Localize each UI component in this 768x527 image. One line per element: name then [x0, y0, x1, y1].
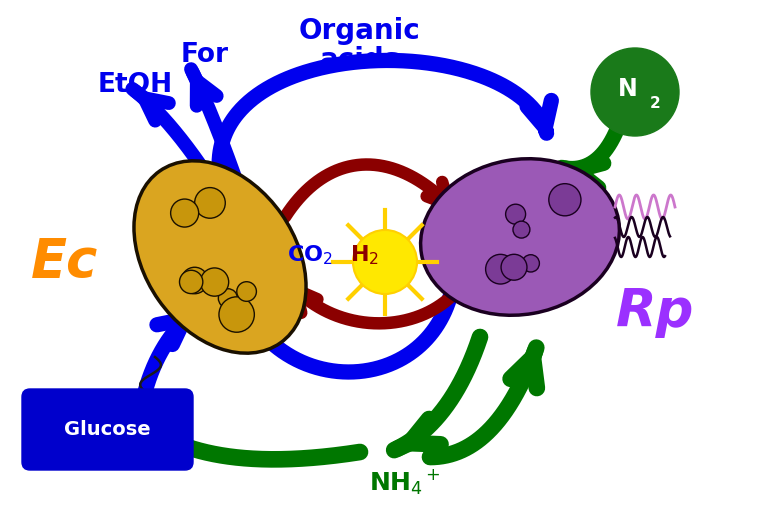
- Text: Ec: Ec: [31, 236, 98, 288]
- Circle shape: [200, 268, 229, 296]
- Circle shape: [353, 230, 417, 294]
- FancyBboxPatch shape: [22, 389, 193, 470]
- Text: CO$_2$: CO$_2$: [287, 243, 333, 267]
- Circle shape: [485, 255, 515, 284]
- Text: NH$_4$$^+$: NH$_4$$^+$: [369, 467, 441, 496]
- Ellipse shape: [134, 161, 306, 353]
- Circle shape: [194, 188, 225, 218]
- Circle shape: [219, 297, 254, 332]
- Circle shape: [522, 255, 539, 272]
- Circle shape: [218, 289, 237, 308]
- Circle shape: [180, 270, 203, 294]
- Text: N: N: [618, 77, 638, 101]
- Text: EtOH: EtOH: [98, 72, 173, 98]
- Circle shape: [237, 282, 257, 301]
- Text: H$_2$: H$_2$: [350, 243, 379, 267]
- Circle shape: [505, 204, 525, 224]
- Text: Glucose: Glucose: [65, 420, 151, 439]
- Circle shape: [181, 267, 208, 294]
- Circle shape: [170, 199, 199, 227]
- Circle shape: [549, 184, 581, 216]
- Text: 2: 2: [650, 95, 660, 111]
- Ellipse shape: [421, 159, 620, 315]
- Text: Organic
acids: Organic acids: [299, 17, 421, 74]
- Circle shape: [501, 255, 527, 280]
- Text: Rp: Rp: [616, 286, 694, 338]
- Text: For: For: [181, 42, 229, 68]
- Circle shape: [513, 221, 530, 238]
- Circle shape: [591, 48, 679, 136]
